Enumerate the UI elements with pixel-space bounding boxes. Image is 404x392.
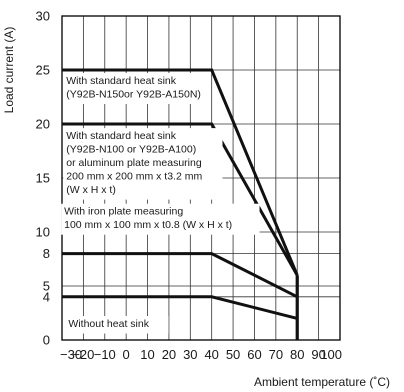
annotation-text: (W x H x t) [66,184,116,196]
derating-curve [62,252,298,299]
annotation-text: (Y92B-N100 or Y92B-A100) [66,144,196,156]
annotation-text: With standard heat sink [66,130,176,142]
derating-curve [62,68,299,276]
y-axis-title: Load current (A) [2,27,16,114]
y-tick-label: 0 [43,333,50,348]
y-tick-label: 25 [36,63,50,78]
x-tick-label: 90 [311,347,325,362]
y-tick-label: 30 [36,9,50,24]
y-tick-label: 5 [43,279,50,294]
y-tick-label: 15 [36,171,50,186]
plot-frame [61,15,341,341]
y-tick-label: 10 [36,225,50,240]
x-tick-label: −20 [72,347,94,362]
x-tick-label: 0 [123,347,130,362]
x-tick-label: 100 [320,347,342,362]
annotation-text: or aluminum plate measuring [66,157,202,169]
x-tick-label: 70 [269,347,283,362]
y-tick-label: 8 [43,246,50,261]
annotation-text: With standard heat sink [66,75,176,87]
annotation-text: 200 mm x 200 mm x t3.2 mm [66,171,202,183]
annotation-bg [63,128,223,200]
x-tick-label: 50 [226,347,240,362]
annotation-text: Without heat sink [68,318,149,330]
derating-curve [62,122,299,276]
annotations: With standard heat sink (Y92B-N150or Y92B… [61,73,260,334]
x-tick-label: 80 [290,347,304,362]
annotation-bg [63,73,206,105]
x-tick-label: 30 [183,347,197,362]
x-tick-label: 10 [140,347,154,362]
series-lines [62,68,299,340]
plot-border [61,15,341,341]
tick-labels: 0 45 8 10 15 20 25 30 −30−20 −10 0 10 20 30 40 50 60 70 80… [36,9,342,363]
x-tick-label: −30 [60,347,82,362]
x-tick-label: −10 [94,347,116,362]
derating-curve [62,295,298,320]
x-tick-label: 20 [162,347,176,362]
annotation-bg [65,316,169,334]
y-tick-label: 4 [43,289,50,304]
x-axis-title: Ambient temperature (˚C) [254,375,390,389]
x-tick-label: 40 [204,347,218,362]
annotation-text: (Y92B-N150or Y92B-A150N) [66,89,201,101]
annotation-text: With iron plate measuring [64,206,183,218]
y-tick-label: 20 [36,117,50,132]
annotation-text: 100 mm x 100 mm x t0.8 (W x H x t) [64,219,232,231]
annotation-bg [61,203,260,235]
x-tick-label: 60 [247,347,261,362]
